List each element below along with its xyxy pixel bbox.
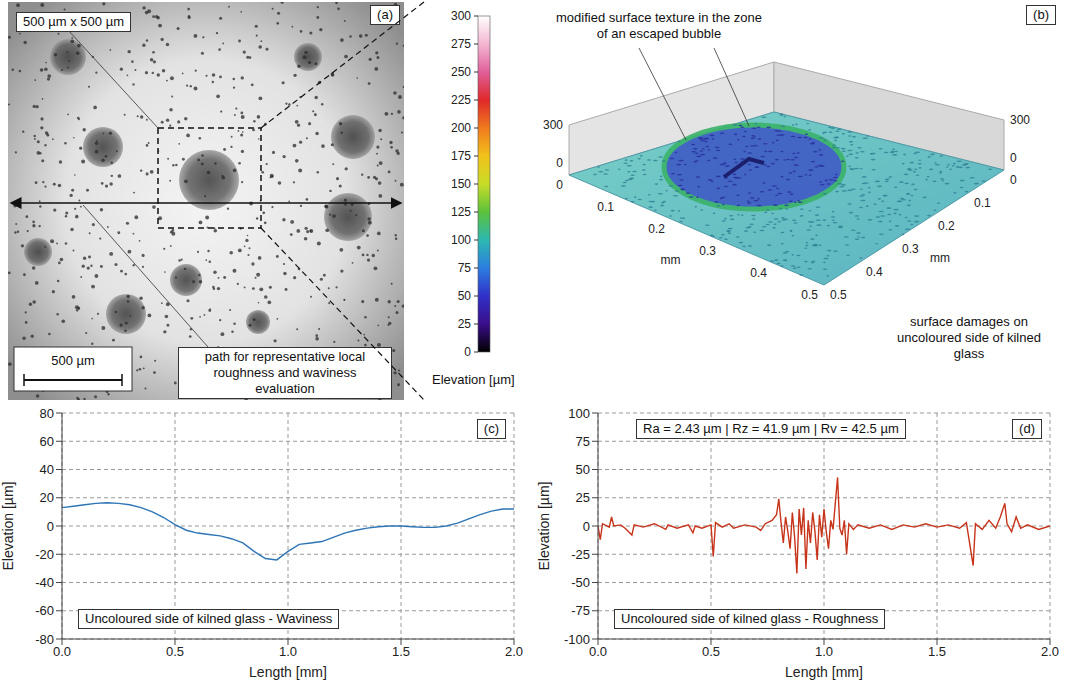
html-text:modified surface texture in th: modified surface texture in the zone of … (556, 10, 762, 41)
html-text:(c): (c) (483, 421, 499, 436)
svg-text:100: 100 (568, 406, 590, 421)
svg-text:125: 125 (451, 205, 471, 219)
svg-text:0.5: 0.5 (801, 288, 818, 302)
html-text:Ra = 2.43 µm | Rz = 41.9 µm |: Ra = 2.43 µm | Rz = 41.9 µm | Rv = 42.5 … (643, 421, 899, 436)
svg-text:225: 225 (451, 93, 471, 107)
svg-text:0: 0 (583, 519, 590, 534)
svg-text:0.4: 0.4 (750, 266, 767, 280)
svg-text:-40: -40 (35, 575, 54, 590)
svg-text:250: 250 (451, 65, 471, 79)
svg-text:50: 50 (458, 289, 472, 303)
svg-text:0.2: 0.2 (938, 219, 955, 233)
svg-text:0.5: 0.5 (702, 644, 720, 659)
svg-text:300: 300 (1010, 113, 1030, 127)
svg-text:300: 300 (451, 9, 471, 23)
html-text:(b): (b) (1033, 7, 1049, 22)
svg-text:75: 75 (576, 434, 590, 449)
svg-text:-100: -100 (564, 632, 590, 647)
svg-text:500 µm: 500 µm (51, 353, 95, 368)
html-text:path for representative local: path for representative local roughness … (204, 349, 366, 396)
svg-text:150: 150 (451, 177, 471, 191)
svg-text:25: 25 (458, 317, 472, 331)
svg-text:0.0: 0.0 (589, 644, 607, 659)
svg-text:0.3: 0.3 (699, 244, 716, 258)
svg-text:0: 0 (47, 519, 54, 534)
svg-text:-75: -75 (571, 603, 590, 618)
svg-text:100: 100 (451, 233, 471, 247)
svg-text:1.5: 1.5 (928, 644, 946, 659)
svg-text:-25: -25 (571, 547, 590, 562)
svg-text:1.5: 1.5 (392, 644, 410, 659)
svg-text:175: 175 (451, 149, 471, 163)
svg-text:25: 25 (576, 490, 590, 505)
svg-text:200: 200 (451, 121, 471, 135)
svg-text:-80: -80 (35, 632, 54, 647)
html-text:(a): (a) (377, 7, 393, 22)
svg-text:Elevation [µm]: Elevation [µm] (0, 482, 16, 571)
svg-text:50: 50 (576, 462, 590, 477)
svg-text:1.0: 1.0 (279, 644, 297, 659)
svg-text:0: 0 (1010, 151, 1017, 165)
svg-text:0: 0 (464, 345, 471, 359)
svg-text:-20: -20 (35, 547, 54, 562)
svg-text:0.5: 0.5 (830, 288, 847, 302)
svg-text:2.0: 2.0 (505, 644, 523, 659)
html-text:Uncoloured side of kilned glas: Uncoloured side of kilned glass - Roughn… (621, 611, 879, 626)
svg-text:0.1: 0.1 (974, 196, 991, 210)
svg-text:Elevation [µm]: Elevation [µm] (432, 372, 515, 387)
svg-text:0: 0 (1010, 173, 1017, 187)
svg-text:20: 20 (40, 490, 54, 505)
svg-text:275: 275 (451, 37, 471, 51)
svg-text:0.2: 0.2 (648, 222, 665, 236)
svg-text:Length [mm]: Length [mm] (249, 664, 327, 680)
svg-text:80: 80 (40, 406, 54, 421)
svg-text:Elevation [µm]: Elevation [µm] (536, 482, 552, 571)
svg-text:0.0: 0.0 (53, 644, 71, 659)
html-text:Uncoloured side of kilned glas: Uncoloured side of kilned glass - Wavine… (85, 611, 333, 626)
svg-text:1.0: 1.0 (815, 644, 833, 659)
svg-text:Length [mm]: Length [mm] (785, 664, 863, 680)
svg-text:300: 300 (543, 118, 563, 132)
svg-text:-60: -60 (35, 603, 54, 618)
html-text:surface damages on uncoloured: surface damages on uncoloured side of ki… (897, 314, 1041, 361)
svg-text:mm: mm (930, 251, 950, 265)
svg-text:75: 75 (458, 261, 472, 275)
html-text:(d): (d) (1019, 421, 1035, 436)
svg-text:0.1: 0.1 (597, 200, 614, 214)
svg-text:60: 60 (40, 434, 54, 449)
svg-text:0.3: 0.3 (902, 242, 919, 256)
svg-text:0: 0 (556, 156, 563, 170)
svg-text:-50: -50 (571, 575, 590, 590)
svg-text:40: 40 (40, 462, 54, 477)
svg-text:0.5: 0.5 (166, 644, 184, 659)
html-text:500 µm x 500 µm: 500 µm x 500 µm (23, 14, 124, 29)
svg-text:2.0: 2.0 (1041, 644, 1059, 659)
svg-text:0: 0 (556, 178, 563, 192)
svg-text:mm: mm (661, 253, 681, 267)
svg-text:0.4: 0.4 (866, 265, 883, 279)
